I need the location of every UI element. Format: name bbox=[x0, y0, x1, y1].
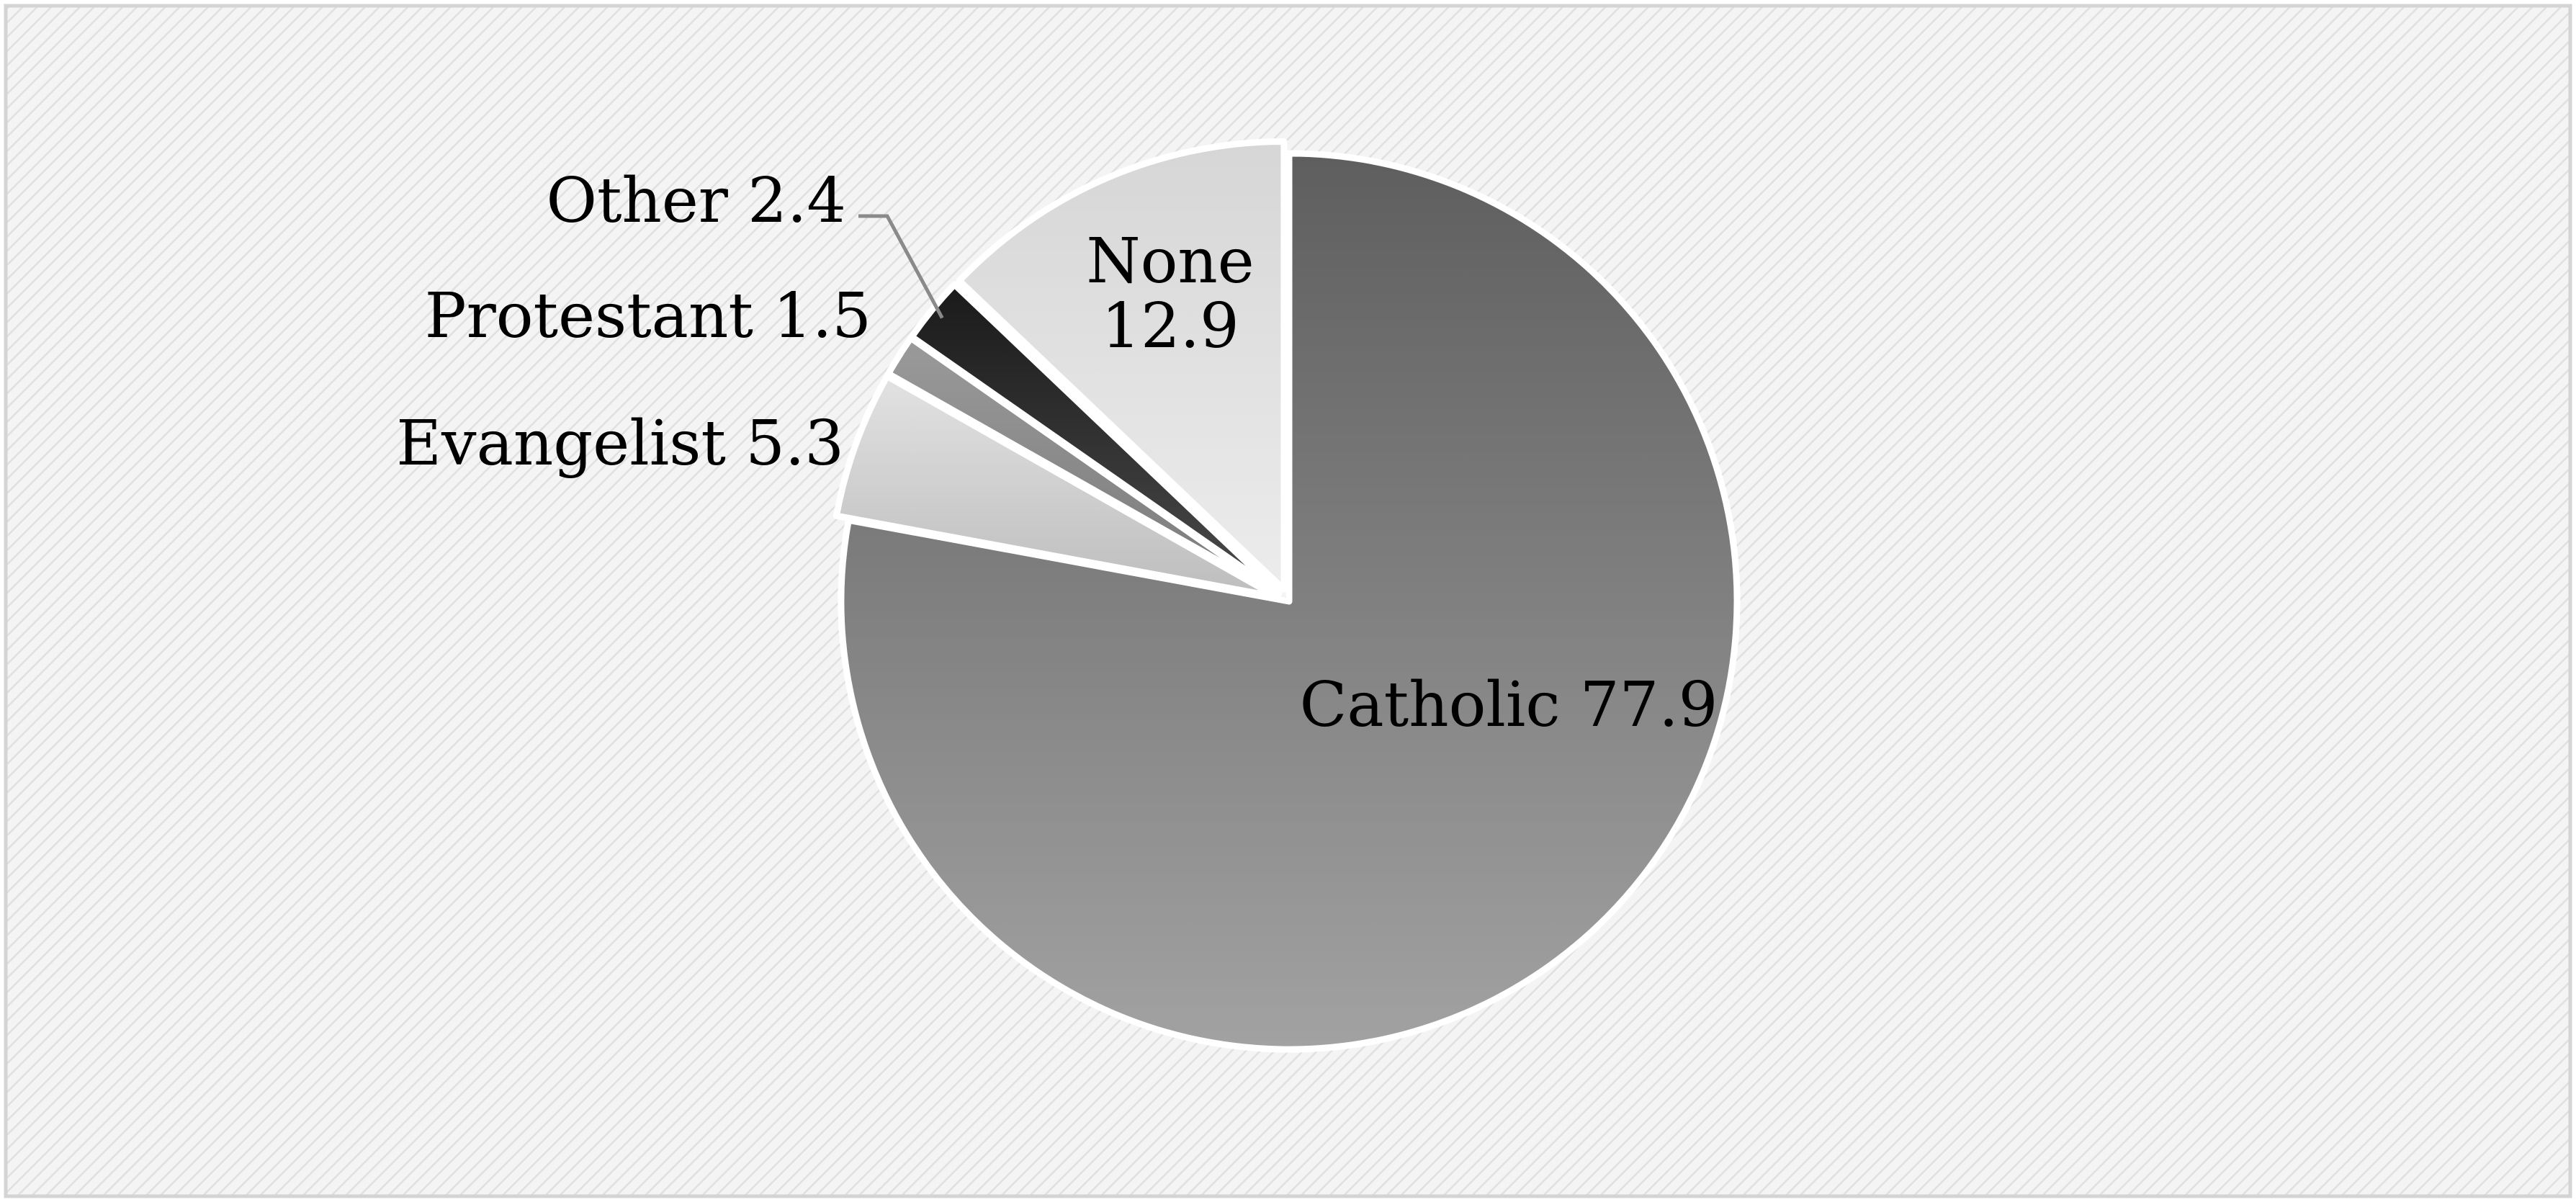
pie-label-none: None 12.9 bbox=[1086, 225, 1254, 362]
pie-slice-none bbox=[956, 138, 1288, 593]
leader-lines bbox=[858, 214, 944, 319]
pie-label-line: 12.9 bbox=[1101, 290, 1239, 362]
leader-line-other bbox=[858, 214, 944, 319]
pie-labels: Catholic 77.9 Evangelist 5.3 Protestant 1.… bbox=[396, 165, 1718, 741]
pie-label-line: None bbox=[1086, 225, 1254, 297]
pie-label-evangelist: Evangelist 5.3 bbox=[396, 408, 844, 480]
pie-label-catholic: Catholic 77.9 bbox=[1300, 669, 1718, 741]
pie-slice-evangelist bbox=[833, 372, 1280, 601]
pie-slice-other bbox=[908, 281, 1283, 597]
pie-slice-catholic bbox=[838, 150, 1741, 1053]
pie-label-other: Other 2.4 bbox=[546, 165, 846, 237]
pie-slices bbox=[833, 138, 1741, 1053]
pie-label-protestant: Protestant 1.5 bbox=[425, 280, 871, 352]
